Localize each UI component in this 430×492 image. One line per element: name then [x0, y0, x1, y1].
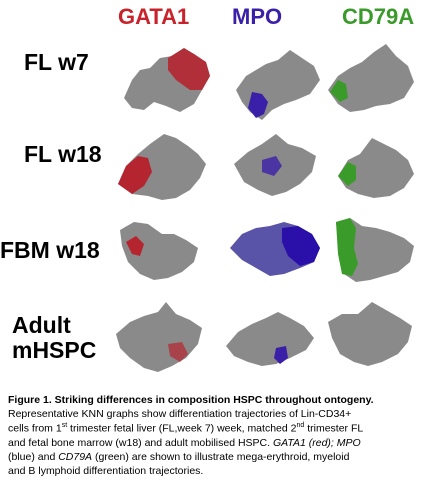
knn-graph-fl-w18-mpo — [222, 120, 332, 205]
row-label-adult-mhspc: Adult mHSPC — [12, 312, 97, 364]
caption-line: and B lymphoid differentiation trajector… — [8, 465, 204, 478]
figure-caption: Figure 1. Striking differences in compos… — [8, 393, 426, 479]
caption-italic: GATA1 (red); MPO — [272, 437, 361, 450]
row-label-fl-w18: FL w18 — [24, 141, 102, 167]
gene-header-gata1: GATA1 — [118, 4, 190, 29]
caption-text: and fetal bone marrow (w18) and adult mo… — [8, 437, 273, 450]
caption-text: trimester FL — [304, 422, 364, 435]
caption-text: cells from 1 — [8, 422, 62, 435]
gene-header-cd79a: CD79A — [342, 4, 415, 29]
row-label-mhspc: mHSPC — [12, 337, 97, 364]
knn-graph-fl-w18-gata1 — [108, 120, 218, 205]
knn-graph-fl-w18-cd79a — [324, 120, 430, 205]
knn-graph-fl-w7-cd79a — [318, 40, 428, 125]
row-label-fbm-w18: FBM w18 — [0, 237, 100, 263]
caption-line: Representative KNN graphs show different… — [8, 408, 352, 421]
knn-graph-fbm-w18-cd79a — [328, 204, 430, 289]
caption-sup: nd — [296, 422, 305, 430]
knn-graph-fbm-w18-gata1 — [104, 204, 214, 289]
knn-graph-adult-mpo — [218, 292, 328, 377]
knn-graph-fl-w7-gata1 — [110, 40, 220, 125]
knn-graph-fl-w7-mpo — [222, 40, 332, 125]
caption-text: (green) are shown to illustrate mega-ery… — [92, 451, 350, 464]
knn-graph-fbm-w18-mpo — [220, 204, 330, 289]
row-label-adult: Adult — [12, 312, 71, 338]
knn-graph-adult-gata1 — [106, 292, 216, 377]
row-label-fl-w7: FL w7 — [24, 49, 89, 75]
caption-title: Figure 1. Striking differences in compos… — [8, 394, 374, 406]
caption-text: trimester fetal liver (FL,week 7) week, … — [67, 422, 297, 435]
knn-graph-adult-cd79a — [318, 292, 428, 377]
caption-line: (blue) and CD79A (green) are shown to il… — [8, 450, 426, 464]
caption-italic: CD79A — [58, 451, 93, 464]
caption-line: and fetal bone marrow (w18) and adult mo… — [8, 436, 426, 450]
caption-sup: st — [61, 422, 68, 430]
caption-line: cells from 1st trimester fetal liver (FL… — [8, 421, 426, 436]
gene-header-mpo: MPO — [232, 4, 283, 29]
caption-text: (blue) and — [8, 451, 59, 464]
